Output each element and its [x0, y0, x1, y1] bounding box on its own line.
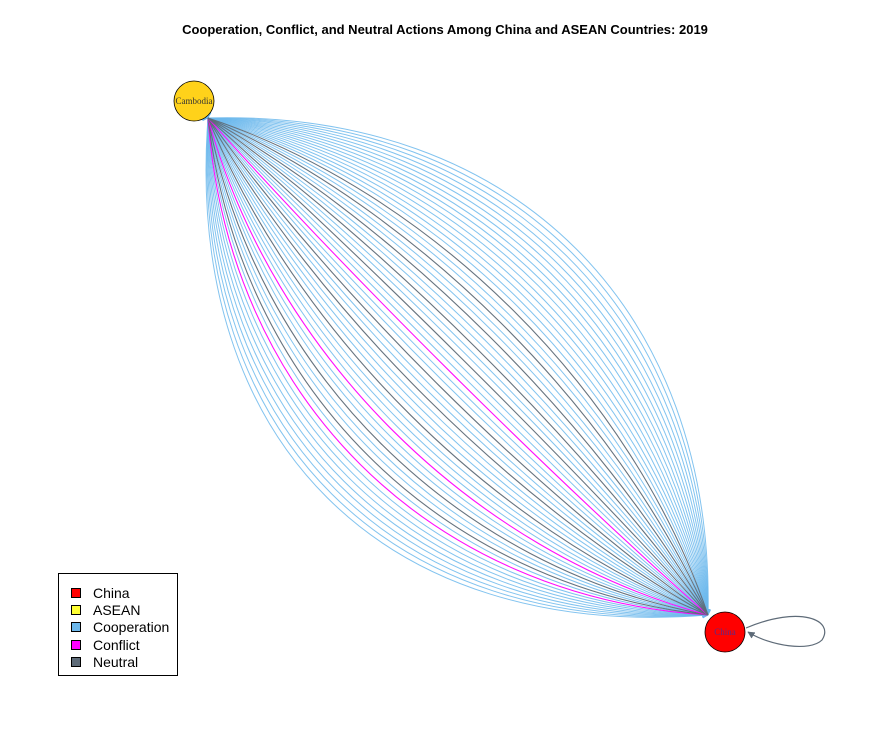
edge-neutral: [207, 117, 709, 616]
edge-group: [201, 111, 712, 619]
edge-neutral: [207, 117, 709, 616]
legend-item-asean: ASEAN: [71, 601, 177, 618]
edge-cooperation: [206, 117, 709, 619]
edge-neutral: [207, 117, 709, 616]
legend-swatch: [71, 587, 81, 598]
edge-neutral: [207, 117, 709, 616]
edge-conflict: [207, 117, 709, 616]
edge-neutral: [207, 117, 709, 616]
legend-swatch: [71, 605, 81, 616]
legend-label: Neutral: [93, 654, 139, 671]
legend-item-china: China: [71, 584, 177, 601]
node-label-cambodia: Cambodia: [176, 96, 213, 106]
legend-item-conflict: Conflict: [71, 636, 177, 653]
self-loop-edge: [745, 615, 826, 647]
legend: China ASEAN Cooperation Conflict Neutral: [58, 573, 178, 676]
node-circle: [173, 80, 215, 122]
edge-neutral: [207, 117, 709, 616]
node-cambodia[interactable]: Cambodia: [173, 80, 215, 122]
edge-conflict: [207, 117, 709, 616]
legend-label: Cooperation: [93, 619, 170, 636]
chart-title: Cooperation, Conflict, and Neutral Actio…: [182, 22, 708, 37]
node-china[interactable]: China: [704, 611, 746, 653]
edge-neutral: [207, 117, 709, 616]
node-circle: [704, 611, 746, 653]
legend-item-cooperation: Cooperation: [71, 619, 177, 636]
edge-cooperation: [205, 112, 709, 619]
edge-neutral: [207, 117, 709, 616]
edge-cooperation: [207, 117, 709, 619]
node-label-china: China: [714, 627, 736, 637]
legend-swatch: [71, 639, 81, 650]
edge-neutral: [207, 117, 709, 616]
legend-item-neutral: Neutral: [71, 654, 177, 671]
legend-label: Conflict: [93, 636, 140, 653]
edge-cooperation: [205, 112, 709, 619]
legend-label: China: [93, 584, 130, 601]
edge-conflict: [207, 117, 709, 616]
legend-swatch: [71, 657, 81, 668]
legend-label: ASEAN: [93, 602, 141, 619]
edge-neutral: [207, 117, 709, 616]
legend-swatch: [71, 622, 81, 633]
